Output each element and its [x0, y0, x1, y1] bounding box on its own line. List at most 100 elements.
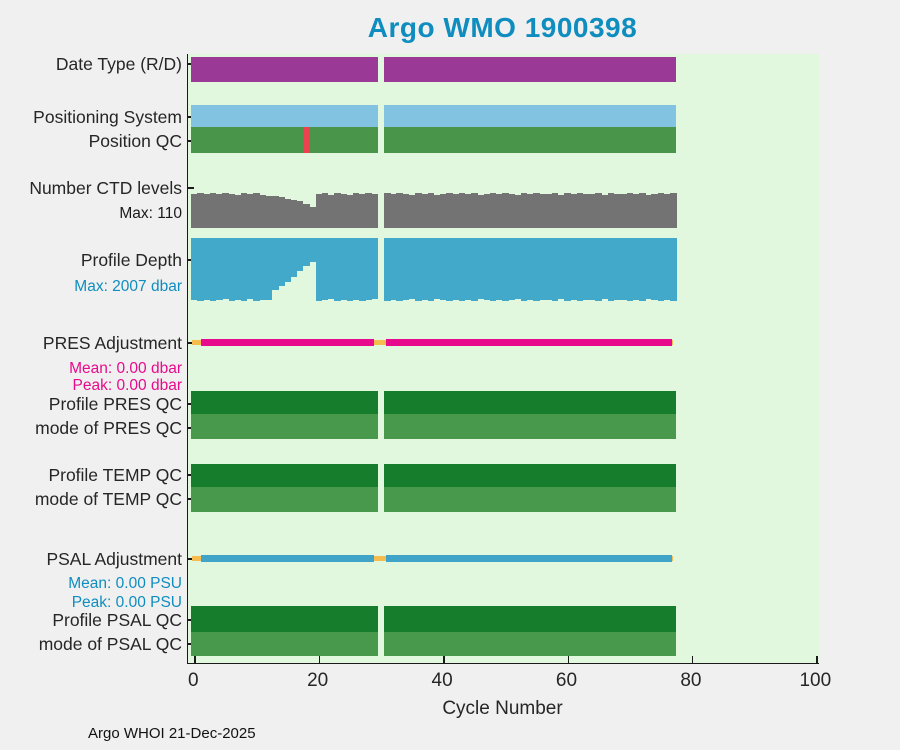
cycle-bar-num-ctd-levels	[620, 194, 627, 228]
cycle-bar-num-ctd-levels	[384, 193, 391, 228]
cycle-bar-num-ctd-levels	[508, 193, 515, 228]
cycle-bar-num-ctd-levels	[495, 194, 503, 228]
x-tick-label: 100	[799, 670, 832, 691]
row-label-profile-pres-qc: Profile PRES QC	[48, 394, 182, 414]
row-sublabel-psal-adjustment: Peak: 0.00 PSU	[71, 594, 182, 611]
cycle-bar-profile-depth	[203, 238, 211, 300]
cycle-bar-num-ctd-levels	[483, 193, 491, 228]
cycle-bar-profile-depth	[483, 238, 491, 301]
cycle-bar-num-ctd-levels	[527, 193, 534, 228]
cycle-bar-profile-depth	[614, 238, 621, 301]
cycle-bar-profile-depth	[551, 238, 559, 301]
cycle-bar-num-ctd-levels	[514, 194, 522, 228]
x-tick	[443, 656, 445, 663]
x-tick	[194, 656, 196, 663]
cycle-bar-profile-depth	[278, 238, 285, 286]
row-sublabel-profile-depth: Max: 2007 dbar	[74, 278, 182, 295]
bar-segment-positioning-system	[384, 105, 677, 127]
cycle-bar-num-ctd-levels	[272, 196, 279, 228]
cycle-bar-num-ctd-levels	[402, 193, 410, 228]
plot-area	[187, 54, 819, 664]
cycle-bar-num-ctd-levels	[458, 193, 466, 228]
cycle-bar-num-ctd-levels	[278, 197, 285, 228]
row-label-position-qc: Position QC	[88, 131, 182, 151]
bar-segment-date-type	[384, 57, 677, 82]
cycle-bar-profile-depth	[334, 238, 341, 301]
cycle-bar-num-ctd-levels	[651, 193, 658, 228]
cycle-bar-profile-depth	[514, 238, 522, 300]
cycle-bar-num-ctd-levels	[502, 193, 509, 228]
cycle-bar-num-ctd-levels	[191, 193, 198, 228]
row-sublabel-pres-adjustment: Mean: 0.00 dbar	[69, 360, 182, 377]
x-tick	[567, 656, 569, 663]
row-label-mode-psal-qc: mode of PSAL QC	[38, 634, 182, 654]
cycle-bar-profile-depth	[234, 238, 242, 301]
cycle-bar-num-ctd-levels	[632, 193, 640, 228]
bar-segment-mode-temp-qc	[384, 487, 677, 512]
cycle-bar-num-ctd-levels	[290, 200, 298, 228]
cycle-bar-num-ctd-levels	[545, 193, 553, 228]
cycle-bar-profile-depth	[296, 238, 304, 271]
cycle-bar-profile-depth	[458, 238, 466, 301]
cycle-bar-profile-depth	[290, 238, 298, 277]
cycle-bar-num-ctd-levels	[427, 193, 435, 228]
bar-segment-profile-pres-qc	[384, 391, 677, 414]
cycle-bar-profile-depth	[222, 238, 229, 300]
cycle-bar-num-ctd-levels	[253, 193, 260, 228]
cycle-bar-profile-depth	[626, 238, 634, 301]
flagged-cycle-mark	[302, 127, 310, 153]
cycle-bar-profile-depth	[508, 238, 515, 301]
cycle-bar-profile-depth	[489, 238, 497, 301]
cycle-bar-num-ctd-levels	[197, 193, 204, 228]
cycle-bar-profile-depth	[216, 238, 223, 301]
cycle-bar-profile-depth	[471, 238, 478, 301]
row-label-profile-psal-qc: Profile PSAL QC	[52, 610, 182, 630]
x-tick-label: 0	[188, 670, 199, 691]
cycle-bar-profile-depth	[253, 238, 260, 301]
bar-segment-date-type	[191, 57, 378, 82]
cycle-bar-profile-depth	[359, 238, 366, 301]
x-axis-title: Cycle Number	[442, 698, 563, 719]
cycle-bar-profile-depth	[558, 238, 565, 300]
cycle-bar-num-ctd-levels	[583, 194, 590, 228]
cycle-bar-profile-depth	[390, 238, 397, 300]
cycle-bar-num-ctd-levels	[216, 194, 223, 228]
cycle-bar-profile-depth	[520, 238, 528, 301]
cycle-bar-num-ctd-levels	[520, 193, 528, 228]
cycle-bar-profile-depth	[595, 238, 602, 301]
cycle-bar-profile-depth	[247, 238, 254, 300]
y-tick	[188, 619, 194, 621]
cycle-bar-profile-depth	[439, 238, 447, 301]
bar-segment-mode-psal-qc	[384, 632, 677, 656]
cycle-bar-profile-depth	[365, 238, 372, 301]
cycle-bar-profile-depth	[197, 238, 204, 301]
cycle-bar-profile-depth	[315, 238, 323, 301]
cycle-bar-num-ctd-levels	[614, 193, 621, 228]
cycle-bar-num-ctd-levels	[259, 194, 267, 228]
cycle-bar-profile-depth	[309, 238, 316, 262]
line-segment-pres-adjustment	[201, 339, 375, 346]
x-tick-label: 80	[680, 670, 702, 691]
y-tick	[188, 140, 194, 142]
x-tick-label: 60	[555, 670, 578, 691]
cycle-bar-num-ctd-levels	[234, 194, 242, 228]
cycle-bar-num-ctd-levels	[371, 193, 379, 228]
cycle-bar-num-ctd-levels	[607, 193, 615, 228]
cycle-bar-num-ctd-levels	[203, 193, 211, 228]
bar-segment-profile-temp-qc	[191, 464, 378, 487]
cycle-bar-profile-depth	[209, 238, 217, 301]
cycle-bar-num-ctd-levels	[639, 193, 646, 228]
cycle-bar-num-ctd-levels	[309, 207, 316, 228]
cycle-bar-num-ctd-levels	[570, 193, 578, 228]
y-tick	[188, 187, 194, 189]
cycle-bar-num-ctd-levels	[359, 194, 366, 228]
cycle-bar-num-ctd-levels	[446, 193, 453, 228]
row-sublabel-pres-adjustment: Peak: 0.00 dbar	[72, 377, 182, 394]
cycle-bar-profile-depth	[645, 238, 652, 300]
cycle-bar-num-ctd-levels	[408, 194, 416, 228]
cycle-bar-num-ctd-levels	[663, 194, 671, 228]
cycle-bar-num-ctd-levels	[284, 198, 291, 228]
cycle-bar-num-ctd-levels	[390, 194, 397, 228]
cycle-bar-profile-depth	[371, 238, 379, 300]
bar-segment-mode-pres-qc	[384, 414, 677, 439]
